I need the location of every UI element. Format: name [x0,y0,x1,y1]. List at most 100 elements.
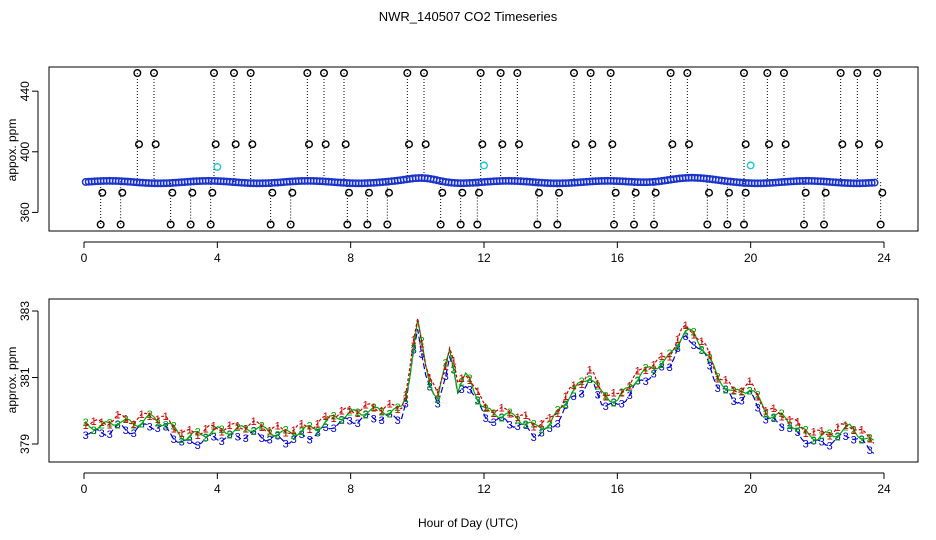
top-x-tick-label: 24 [877,251,891,265]
series-3-marker: 3 [323,422,329,434]
series-2-marker: 2 [483,403,489,415]
series-2-marker: 2 [803,425,809,437]
series-1-marker: 1 [91,416,97,428]
outlier-low-point [436,220,445,229]
series-1-marker: 1 [595,378,601,390]
series-2-marker: 2 [739,387,745,399]
series-3-marker: 3 [259,433,265,445]
series-1-marker: 1 [331,413,337,425]
series-3-marker: 3 [99,428,105,440]
series-3-marker: 3 [107,429,113,441]
series-1-marker: 1 [83,420,89,432]
series-3-marker: 3 [291,434,297,446]
series-3-marker: 3 [147,422,153,434]
series-3-marker: 3 [843,431,849,443]
series-1-marker: 1 [307,424,313,436]
series-3-marker: 3 [579,389,585,401]
series-2-marker: 2 [691,327,697,339]
outlier-mid-low-point [631,188,640,197]
series-2-marker: 2 [699,345,705,357]
series-2-marker: 2 [571,385,577,397]
series-1-marker: 1 [371,402,377,414]
series-2-marker: 2 [451,364,457,376]
series-2-marker: 2 [755,390,761,402]
series-2-marker: 2 [363,410,369,422]
series-1-marker: 1 [387,399,393,411]
series-3-marker: 3 [755,403,761,415]
series-1-marker: 1 [395,404,401,416]
series-3-marker: 3 [131,428,137,440]
top-y-tick-label: 400 [18,141,32,161]
series-1-marker: 1 [115,410,121,422]
series-1-marker: 1 [235,421,241,433]
series-2-marker: 2 [723,385,729,397]
outlier-high-point [836,68,845,77]
series-2-marker: 2 [843,421,849,433]
outlier-high-point [340,68,349,77]
top-x-tick-label: 16 [611,251,625,265]
series-2-marker: 2 [683,326,689,338]
series-1-marker: 1 [659,351,665,363]
outlier-low-point [650,220,659,229]
series-1-marker: 1 [315,419,321,431]
series-3-marker: 3 [419,349,425,361]
outlier-high-point [873,68,882,77]
series-3-marker: 3 [235,432,241,444]
series-2-marker: 2 [395,402,401,414]
series-1-marker: 1 [243,424,249,436]
outlier-low-point [363,220,372,229]
series-2-marker: 2 [787,420,793,432]
series-3-marker: 3 [307,434,313,446]
outlier-mid-low-point [188,188,197,197]
outlier-mid-point [231,140,240,149]
outlier-mid-low-point [208,188,217,197]
cyan-point [480,161,489,170]
series-1-marker: 1 [179,428,185,440]
outlier-mid-low-point [268,188,277,197]
series-2-marker: 2 [635,375,641,387]
series-2-marker: 2 [283,425,289,437]
series-2-marker: 2 [267,428,273,440]
outlier-mid-point [781,140,790,149]
outlier-mid-point [478,140,487,149]
series-3-marker: 3 [427,381,433,393]
series-3-marker: 3 [691,340,697,352]
outlier-high-point [420,68,429,77]
series-1-marker: 1 [147,411,153,423]
series-1-marker: 1 [587,365,593,377]
series-1-marker: 1 [803,428,809,440]
outlier-high-point [853,68,862,77]
outlier-mid-point [588,140,597,149]
top-y-axis-label: appox. ppm [5,119,19,182]
outlier-low-point [800,220,809,229]
series-3-marker: 3 [795,427,801,439]
outlier-high-point [740,68,749,77]
outlier-low-point [116,220,125,229]
series-3-marker: 3 [403,398,409,410]
outlier-mid-point [134,140,143,149]
outlier-low-point [610,220,619,229]
outlier-high-point [133,68,142,77]
series-3-marker: 3 [667,362,673,374]
series-1-marker: 1 [219,426,225,438]
series-3-marker: 3 [507,420,513,432]
outlier-low-point [703,220,712,229]
outlier-mid-point [668,140,677,149]
series-2-marker: 2 [299,426,305,438]
bottom-x-tick-label: 8 [347,482,354,496]
series-1-marker: 1 [763,405,769,417]
bottom-y-tick-label: 383 [18,301,32,321]
outlier-high-point [246,68,255,77]
outlier-high-point [209,68,218,77]
outlier-mid-low-point [611,188,620,197]
series-2-marker: 2 [99,420,105,432]
series-2-marker: 2 [435,394,441,406]
outlier-low-point [96,220,105,229]
outlier-high-point [763,68,772,77]
series-3-marker: 3 [763,414,769,426]
outlier-low-point [740,220,749,229]
series-1-marker: 1 [475,386,481,398]
series-1-marker: 1 [651,360,657,372]
series-2-marker: 2 [379,407,385,419]
series-2-marker: 2 [819,430,825,442]
